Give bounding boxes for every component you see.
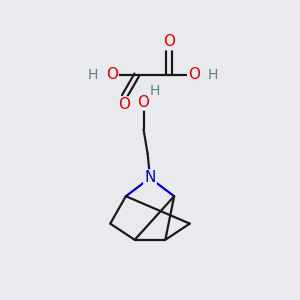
Text: H: H [208, 68, 218, 82]
Text: H: H [149, 84, 160, 98]
Text: N: N [144, 170, 156, 185]
Text: H: H [87, 68, 98, 82]
Text: O: O [106, 68, 118, 82]
Text: O: O [137, 94, 149, 110]
Text: O: O [188, 68, 200, 82]
Text: O: O [118, 97, 130, 112]
Text: O: O [163, 34, 175, 49]
